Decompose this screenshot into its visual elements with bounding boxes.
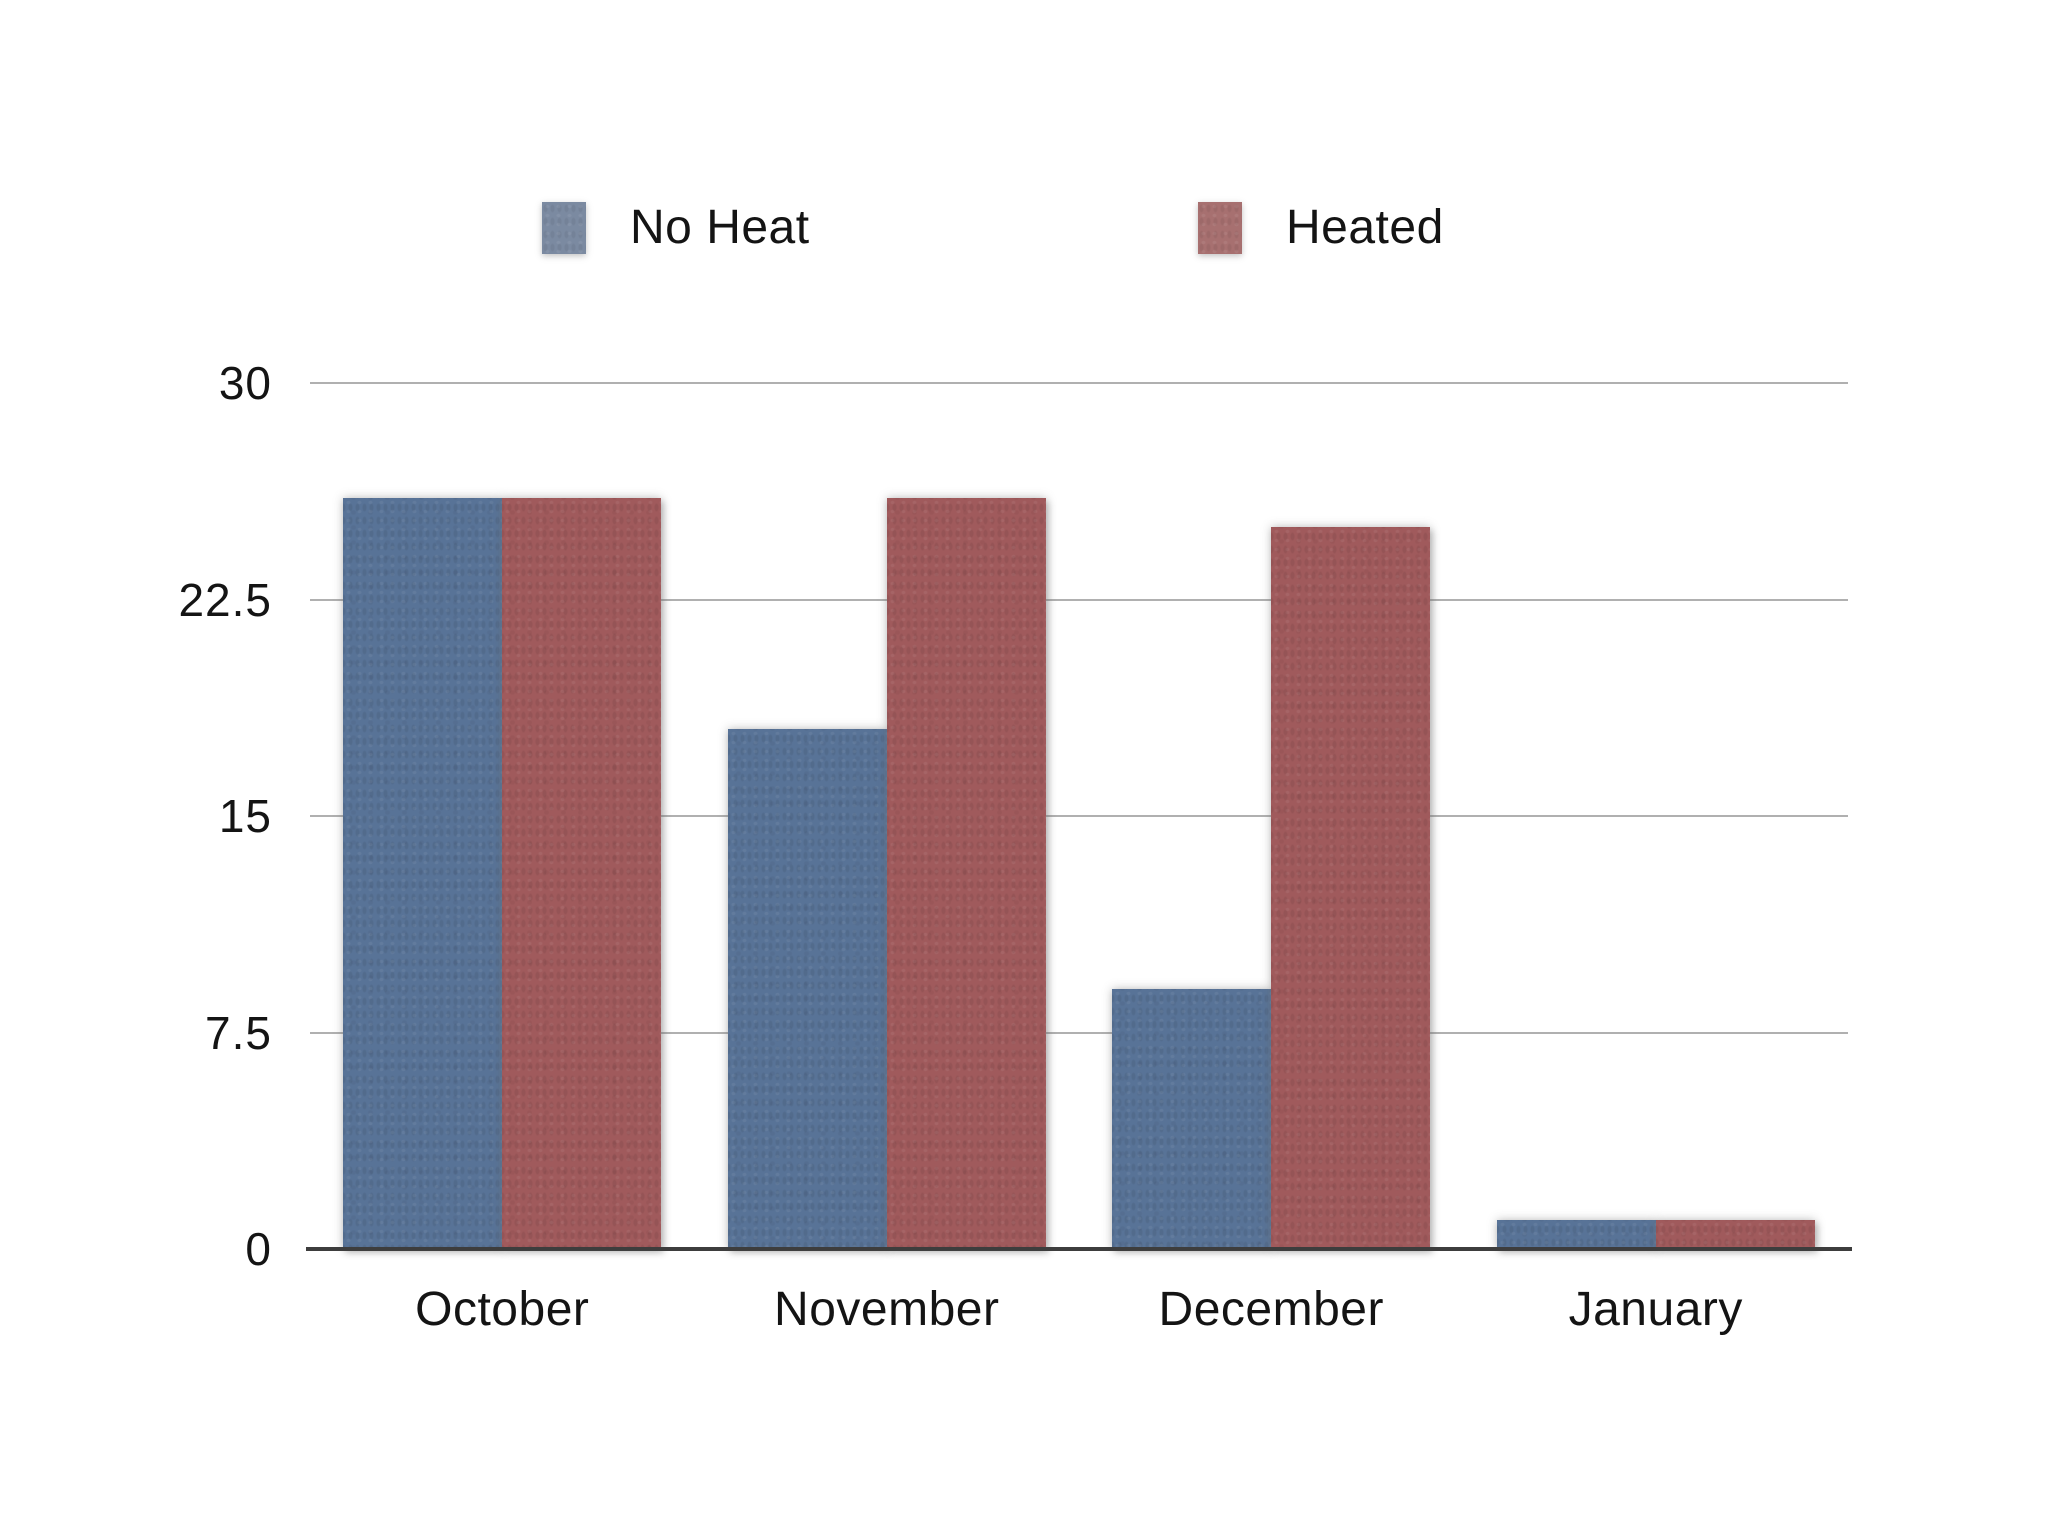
legend-swatch-no-heat <box>542 202 586 254</box>
legend-label-no-heat: No Heat <box>630 201 810 254</box>
x-axis-line <box>306 1247 1852 1251</box>
bar-no-heat-january <box>1496 1220 1656 1249</box>
x-category-label-january: January <box>1568 1283 1743 1336</box>
bar-heated-october <box>502 498 662 1249</box>
y-tick-label-30: 30 <box>218 357 272 409</box>
legend-label-heated: Heated <box>1286 201 1444 254</box>
legend-swatch-heated <box>1198 202 1242 254</box>
bar-no-heat-december <box>1112 989 1272 1249</box>
gridline-15 <box>310 815 1848 817</box>
bar-no-heat-november <box>727 729 887 1249</box>
y-tick-label-0: 0 <box>245 1223 272 1275</box>
y-tick-label-7.5: 7.5 <box>205 1006 272 1059</box>
gridline-30 <box>310 382 1848 384</box>
bar-heated-january <box>1655 1220 1815 1249</box>
y-tick-label-15: 15 <box>218 790 272 842</box>
plot-area <box>310 382 1848 1249</box>
gridline-22.5 <box>310 598 1848 601</box>
bar-heated-november <box>886 498 1046 1249</box>
x-category-label-november: November <box>774 1283 1000 1336</box>
gridline-7.5 <box>310 1031 1848 1034</box>
legend-item-heated: Heated <box>1198 202 1444 254</box>
y-tick-label-22.5: 22.5 <box>178 573 272 626</box>
legend-item-no-heat: No Heat <box>542 202 810 254</box>
x-category-label-october: October <box>415 1283 590 1336</box>
x-category-label-december: December <box>1158 1283 1384 1336</box>
bar-heated-december <box>1271 527 1431 1249</box>
bar-no-heat-october <box>343 498 503 1249</box>
